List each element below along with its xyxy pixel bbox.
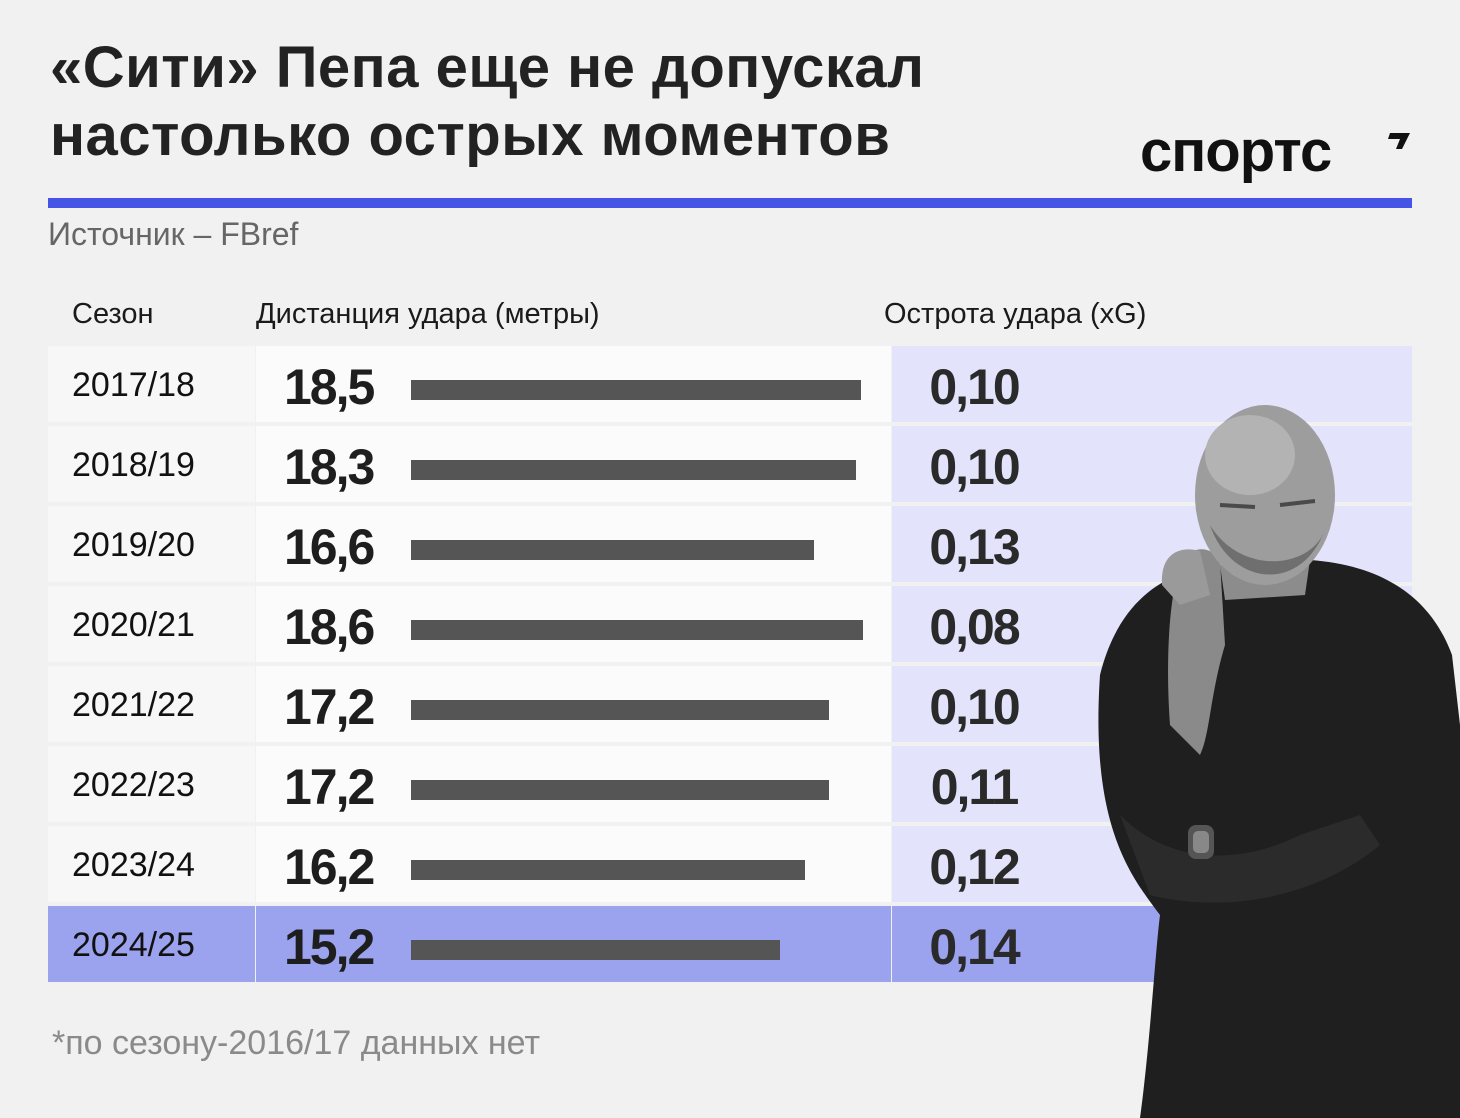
season-cell: 2021/22	[48, 666, 255, 742]
distance-value-label: 16,2	[284, 839, 375, 895]
coach-photo	[1098, 405, 1460, 1118]
title-line-1: «Сити» Пепа еще не допускал	[50, 35, 925, 100]
xg-value-label: 0,11	[930, 759, 1020, 815]
season-label: 2022/23	[72, 766, 195, 804]
logo-mark-icon	[1388, 133, 1410, 149]
table-row: 2017/18 18,5 0,10	[48, 346, 1412, 422]
distance-value-label: 16,6	[284, 519, 375, 575]
source-note: Источник – FBref	[48, 216, 299, 252]
distance-bar	[411, 620, 863, 640]
season-cell: 2019/20	[48, 506, 255, 582]
distance-cell: 17,2	[256, 746, 891, 822]
xg-value-label: 0,10	[929, 679, 1020, 735]
season-cell: 2020/21	[48, 586, 255, 662]
distance-value-label: 15,2	[284, 919, 375, 975]
season-cell: 2024/25	[48, 906, 255, 982]
header-xg: Острота удара (xG)	[884, 298, 1147, 330]
season-label: 2017/18	[72, 366, 195, 404]
xg-value-label: 0,13	[929, 519, 1020, 575]
brand-logo: спортс	[1140, 119, 1332, 184]
distance-cell: 16,2	[256, 826, 891, 902]
chart-title: «Сити» Пепа еще не допускал настолько ос…	[50, 34, 1110, 170]
distance-cell: 18,3	[256, 426, 891, 502]
distance-bar	[411, 860, 805, 880]
distance-bar	[411, 380, 861, 400]
distance-bar	[411, 940, 780, 960]
season-label: 2024/25	[72, 926, 195, 964]
table-row: 2018/19 18,3 0,10	[48, 426, 1412, 502]
season-cell: 2022/23	[48, 746, 255, 822]
distance-bar	[411, 460, 856, 480]
distance-cell: 15,2	[256, 906, 891, 982]
xg-value-label: 0,08	[929, 599, 1020, 655]
season-label: 2019/20	[72, 526, 195, 564]
header-distance: Дистанция удара (метры)	[256, 298, 600, 330]
distance-value-label: 18,6	[284, 599, 375, 655]
title-line-2: настолько острых моментов	[50, 103, 891, 168]
distance-value-label: 17,2	[284, 759, 375, 815]
table-header: Сезон Дистанция удара (метры) Острота уд…	[0, 298, 1460, 338]
season-cell: 2017/18	[48, 346, 255, 422]
accent-rule	[48, 198, 1412, 208]
xg-value-label: 0,10	[929, 359, 1020, 415]
season-label: 2020/21	[72, 606, 195, 644]
season-label: 2018/19	[72, 446, 195, 484]
xg-cell: 0,10	[892, 346, 1412, 422]
season-label: 2023/24	[72, 846, 195, 884]
season-label: 2021/22	[72, 686, 195, 724]
distance-bar	[411, 540, 814, 560]
distance-cell: 16,6	[256, 506, 891, 582]
distance-value-label: 17,2	[284, 679, 375, 735]
footnote: *по сезону-2016/17 данных нет	[52, 1024, 541, 1062]
xg-value-label: 0,14	[929, 919, 1020, 975]
distance-bar	[411, 780, 829, 800]
distance-cell: 18,6	[256, 586, 891, 662]
distance-bar	[411, 700, 829, 720]
xg-value-label: 0,12	[929, 839, 1020, 895]
distance-cell: 18,5	[256, 346, 891, 422]
distance-value-label: 18,5	[284, 359, 375, 415]
season-cell: 2023/24	[48, 826, 255, 902]
distance-cell: 17,2	[256, 666, 891, 742]
xg-value-label: 0,10	[929, 439, 1020, 495]
table-row: 2019/20 16,6 0,13	[48, 506, 1412, 582]
season-cell: 2018/19	[48, 426, 255, 502]
distance-value-label: 18,3	[284, 439, 375, 495]
table-row: 2024/25 15,2 0,14	[48, 906, 1412, 982]
header-season: Сезон	[72, 298, 154, 330]
